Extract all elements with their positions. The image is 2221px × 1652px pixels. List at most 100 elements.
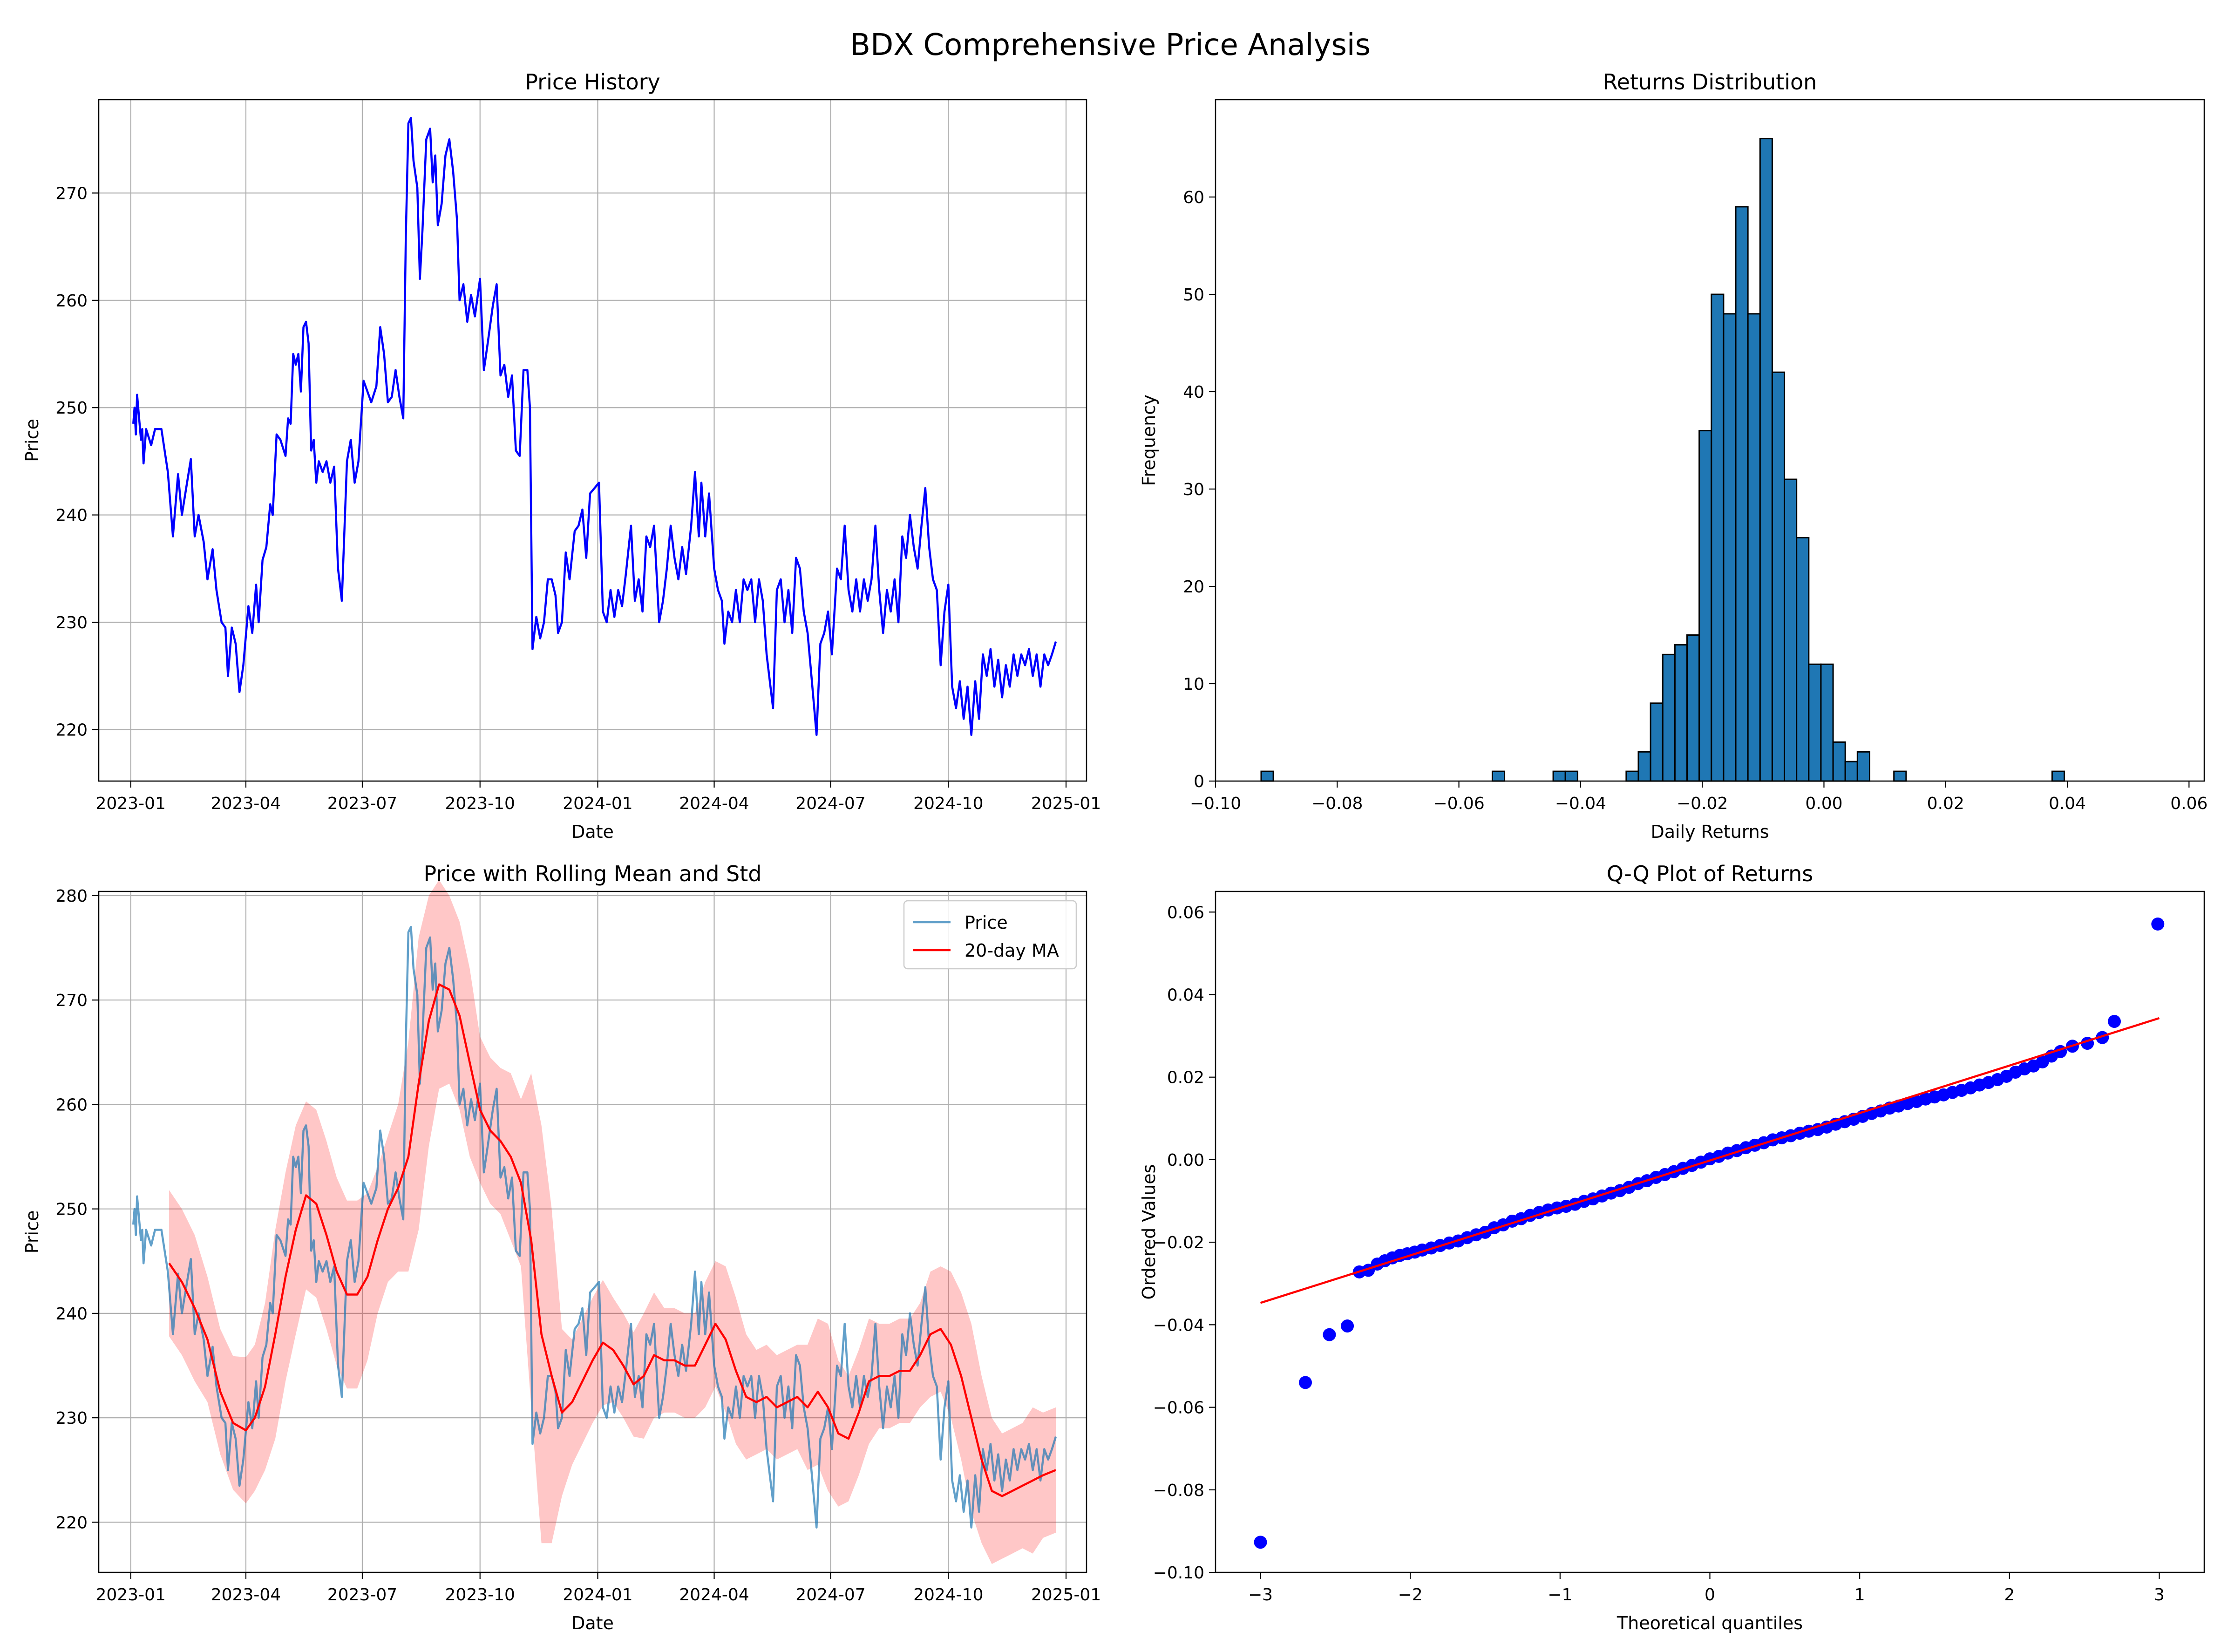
y-tick-label: 280 xyxy=(55,887,88,906)
histogram-bar xyxy=(1832,741,1846,782)
x-axis-label: Date xyxy=(571,1613,614,1633)
axes-frame xyxy=(98,99,1087,782)
y-tick-label: 250 xyxy=(55,399,88,418)
x-tick-label: 2024-10 xyxy=(913,794,983,813)
histogram-bar xyxy=(1625,770,1639,782)
x-tick-label: 0.06 xyxy=(2170,794,2207,813)
x-tick-label: 2024-10 xyxy=(913,1585,983,1604)
panel-title: Q-Q Plot of Returns xyxy=(1607,861,1813,886)
x-tick-label: 2023-01 xyxy=(95,1585,165,1604)
x-tick-label: 2 xyxy=(2004,1585,2015,1604)
histogram-bar xyxy=(1856,751,1870,782)
x-tick-label: 2024-07 xyxy=(795,1585,865,1604)
histogram-bar xyxy=(1759,138,1773,782)
x-tick-label: 2025-01 xyxy=(1031,1585,1101,1604)
histogram-bar xyxy=(1820,663,1834,782)
histogram-bar xyxy=(1260,770,1274,782)
y-tick-label: 240 xyxy=(55,1305,88,1324)
histogram-bar xyxy=(1844,761,1858,782)
moving-average-line xyxy=(168,983,1056,1497)
histogram-bar xyxy=(2051,770,2065,782)
x-tick-label: −0.02 xyxy=(1677,794,1728,813)
qq-plot-panel: −3 −2 −1 0 1 2 3 −0.10 −0.08 −0.06 −0.04 −0.02 0.00 0… xyxy=(1139,861,2205,1633)
y-tick-label: 260 xyxy=(55,1095,88,1115)
y-tick-label: 0.00 xyxy=(1167,1151,1204,1170)
qq-point xyxy=(2108,1015,2121,1028)
legend-label-price: Price xyxy=(964,912,1008,933)
x-axis-label: Date xyxy=(571,822,614,842)
x-tick-label: 0 xyxy=(1705,1585,1715,1604)
histogram-bar xyxy=(1808,663,1822,782)
y-tick-label: 10 xyxy=(1183,675,1204,694)
axes-frame xyxy=(98,891,1087,1573)
figure-title: BDX Comprehensive Price Analysis xyxy=(850,28,1371,62)
y-tick-label: 230 xyxy=(55,613,88,632)
histogram-bar xyxy=(1686,634,1700,782)
x-tick-label: 2024-01 xyxy=(563,1585,632,1604)
x-tick-label: 2023-10 xyxy=(445,794,515,813)
x-tick-label: −0.04 xyxy=(1555,794,1606,813)
histogram-bar xyxy=(1650,702,1664,782)
y-tick-label: −0.06 xyxy=(1153,1399,1204,1418)
y-tick-label: 20 xyxy=(1183,578,1204,597)
y-tick-label: 270 xyxy=(55,184,88,203)
x-tick-label: −1 xyxy=(1548,1585,1572,1604)
legend: Price 20-day MA xyxy=(903,900,1077,970)
y-axis-label: Ordered Values xyxy=(1139,1164,1159,1300)
qq-point xyxy=(1254,1536,1267,1549)
y-tick-label: 0.06 xyxy=(1167,903,1204,922)
y-tick-label: 0.02 xyxy=(1167,1068,1204,1088)
x-tick-label: −0.06 xyxy=(1433,794,1484,813)
y-tick-label: −0.04 xyxy=(1153,1316,1204,1335)
x-tick-label: 0.00 xyxy=(1805,794,1842,813)
histogram-bar xyxy=(1491,770,1506,782)
axes-frame xyxy=(1215,99,2205,782)
y-tick-label: 230 xyxy=(55,1409,88,1428)
histogram-bar xyxy=(1796,537,1810,782)
y-tick-label: 60 xyxy=(1183,188,1204,207)
x-tick-label: −2 xyxy=(1398,1585,1423,1604)
panel-title: Price History xyxy=(525,69,660,95)
y-tick-label: 220 xyxy=(55,721,88,740)
histogram-bar xyxy=(1662,653,1676,782)
histogram-bar xyxy=(1784,478,1798,782)
legend-label-ma: 20-day MA xyxy=(964,940,1059,961)
x-tick-label: −0.08 xyxy=(1311,794,1363,813)
histogram-bar xyxy=(1564,770,1578,782)
y-tick-label: 260 xyxy=(55,292,88,311)
histogram-bar xyxy=(1771,371,1786,782)
price-line xyxy=(132,116,1057,736)
y-tick-label: 220 xyxy=(55,1513,88,1532)
histogram-bar xyxy=(1723,313,1737,782)
x-tick-label: 1 xyxy=(1854,1585,1865,1604)
histogram-bar xyxy=(1893,770,1907,782)
y-tick-label: 40 xyxy=(1183,383,1204,402)
legend-box xyxy=(903,900,1077,970)
returns-distribution-panel: −0.10 −0.08 −0.06 −0.04 −0.02 0.00 0.02 0.04 0.0… xyxy=(1139,69,2207,842)
x-tick-label: −0.10 xyxy=(1190,794,1241,813)
y-tick-label: 270 xyxy=(55,991,88,1010)
axes-frame xyxy=(1215,891,2205,1573)
x-tick-label: 2023-07 xyxy=(327,794,397,813)
x-tick-label: 2024-01 xyxy=(563,794,632,813)
x-axis-label: Daily Returns xyxy=(1650,822,1769,842)
y-tick-label: 240 xyxy=(55,506,88,525)
histogram-bar xyxy=(1552,770,1566,782)
panel-title: Returns Distribution xyxy=(1603,69,1817,95)
qq-point xyxy=(2151,917,2165,931)
x-tick-label: 0.04 xyxy=(2049,794,2086,813)
price-history-panel: 2023-01 2023-04 2023-07 2023-10 2024-01 2024-… xyxy=(22,69,1101,842)
histogram-bar xyxy=(1698,430,1712,782)
histogram-bar xyxy=(1637,751,1651,782)
histogram-bar xyxy=(1674,644,1688,782)
x-tick-label: 2023-04 xyxy=(211,1585,281,1604)
x-axis-label: Theoretical quantiles xyxy=(1617,1613,1803,1633)
y-tick-label: 50 xyxy=(1183,286,1204,305)
x-tick-label: 3 xyxy=(2154,1585,2165,1604)
y-tick-label: 30 xyxy=(1183,480,1204,499)
y-tick-label: −0.02 xyxy=(1153,1233,1204,1252)
qq-point xyxy=(1299,1376,1312,1389)
x-tick-label: −3 xyxy=(1248,1585,1273,1604)
